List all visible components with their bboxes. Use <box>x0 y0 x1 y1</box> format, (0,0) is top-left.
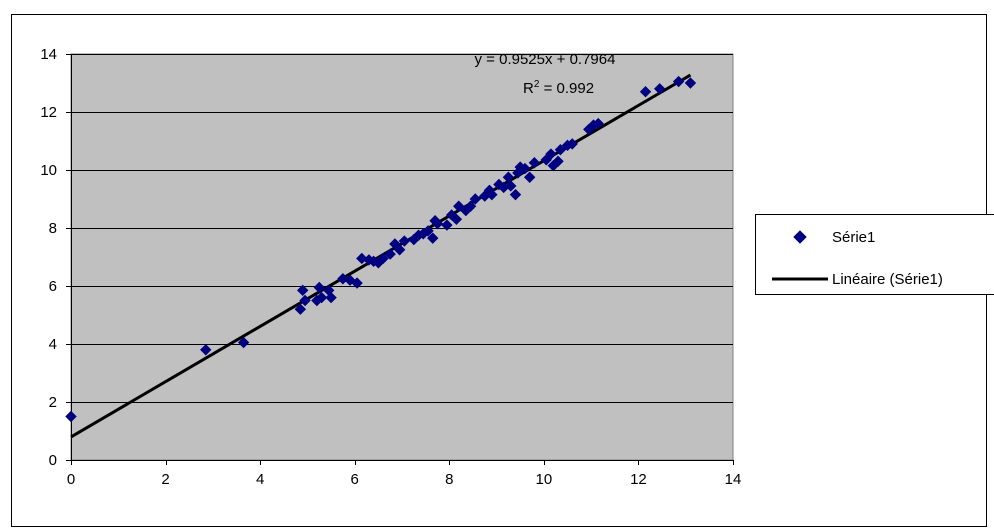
y-tick-label: 0 <box>49 452 57 469</box>
x-tick-label: 10 <box>536 471 553 488</box>
data-point <box>502 171 515 183</box>
legend-marker-serie1 <box>793 230 807 244</box>
data-point <box>65 410 77 423</box>
data-point <box>294 303 307 315</box>
data-point <box>566 138 578 150</box>
y-tick-label: 14 <box>40 46 57 63</box>
data-point <box>351 277 363 289</box>
data-point <box>493 178 505 191</box>
x-tick-label: 2 <box>161 471 169 488</box>
data-point <box>486 188 498 201</box>
legend: Série1 Linéaire (Série1) <box>755 214 994 295</box>
y-tick-label: 6 <box>49 278 57 295</box>
data-point <box>545 148 557 160</box>
data-point <box>296 284 309 297</box>
data-point <box>313 281 325 294</box>
data-point <box>377 252 389 265</box>
data-point <box>431 217 444 230</box>
data-point <box>523 171 536 183</box>
r-squared-label: R2 = 0.992 <box>523 79 594 97</box>
data-point <box>453 200 465 212</box>
y-tick-label: 10 <box>40 162 57 179</box>
data-point <box>469 193 482 205</box>
data-point <box>384 248 396 260</box>
data-point <box>200 344 212 356</box>
legend-label-serie1: Série1 <box>832 229 875 246</box>
data-points <box>65 75 697 423</box>
data-point <box>427 232 439 244</box>
data-point <box>528 157 541 169</box>
data-point <box>505 180 517 192</box>
gridlines <box>71 54 733 403</box>
legend-box <box>755 214 994 295</box>
y-tick-label: 12 <box>40 104 57 121</box>
data-point <box>299 294 311 307</box>
data-point <box>344 274 356 286</box>
y-axis-tick-labels: 0 2 4 6 8 10 12 14 <box>40 46 57 469</box>
x-tick-label: 14 <box>725 471 742 488</box>
r-squared-superscript: 2 <box>534 79 540 90</box>
data-point <box>684 77 697 89</box>
data-point <box>337 273 349 285</box>
r-squared-value: = 0.992 <box>539 80 594 97</box>
y-tick-label: 8 <box>49 220 57 237</box>
y-tick-label: 2 <box>49 394 57 411</box>
plot-area <box>70 53 734 461</box>
r-squared-prefix: R <box>523 80 534 97</box>
x-tick-label: 4 <box>256 471 264 488</box>
data-point <box>450 213 463 226</box>
legend-label-trendline: Linéaire (Série1) <box>832 271 943 288</box>
data-point <box>554 143 567 156</box>
x-tick-label: 8 <box>445 471 453 488</box>
x-tick-label: 0 <box>67 471 75 488</box>
y-tick-label: 4 <box>49 336 57 353</box>
data-point <box>398 235 411 247</box>
x-axis-tick-labels: 0 2 4 6 8 10 12 14 <box>67 471 742 488</box>
axes <box>66 54 734 465</box>
data-point <box>393 244 406 256</box>
x-tick-label: 6 <box>351 471 359 488</box>
trendline-equation: y = 0.9525x + 0.7964 <box>475 51 616 68</box>
x-tick-label: 12 <box>630 471 647 488</box>
data-point <box>464 200 477 212</box>
data-point <box>315 291 328 304</box>
data-point <box>592 117 604 130</box>
data-point <box>552 155 564 168</box>
data-point <box>519 162 531 175</box>
data-point <box>422 225 434 237</box>
data-point <box>639 85 652 98</box>
data-point <box>441 219 453 231</box>
data-point <box>509 188 522 201</box>
data-point <box>653 83 666 95</box>
data-point <box>672 75 685 88</box>
data-point <box>325 291 337 304</box>
data-point <box>237 336 250 349</box>
